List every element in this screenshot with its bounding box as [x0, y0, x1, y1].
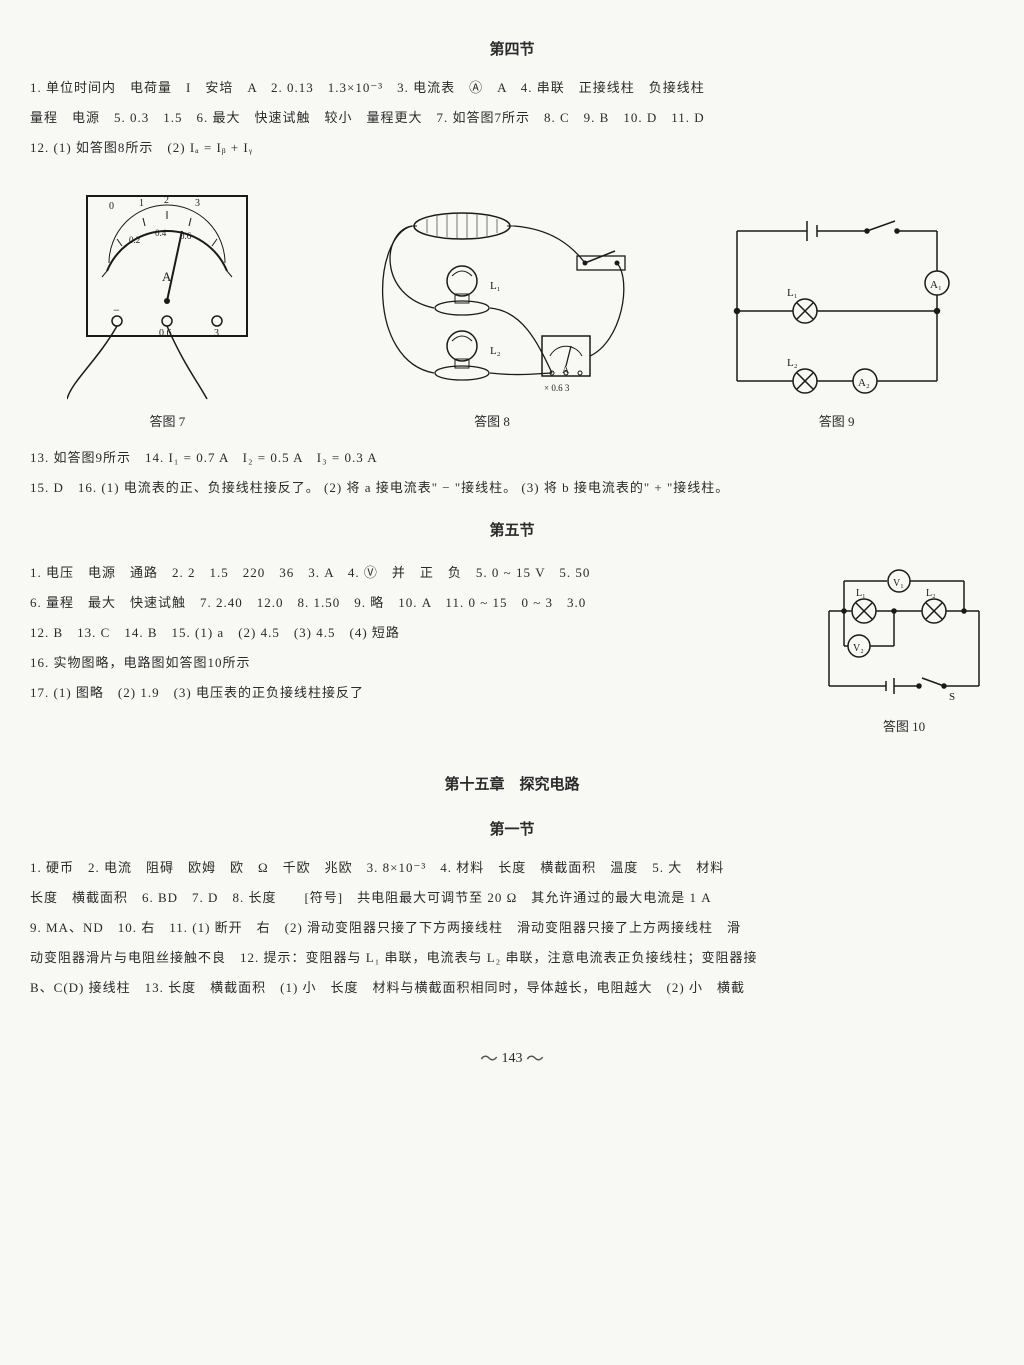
svg-text:0: 0 [109, 201, 114, 212]
answer-line: 动变阻器滑片与电阻丝接触不良 12. 提示：变阻器与 L₁ 串联，电流表与 L₂… [30, 945, 994, 971]
figure-10-box: L₁ L₂ S [814, 566, 994, 740]
svg-text:S: S [949, 691, 955, 703]
section-4-text: 1. 单位时间内 电荷量 I 安培 A 2. 0.13 1.3×10⁻³ 3. … [30, 75, 994, 161]
answer-line: 1. 单位时间内 电荷量 I 安培 A 2. 0.13 1.3×10⁻³ 3. … [30, 75, 994, 101]
answer-line: 13. 如答图9所示 14. I₁ = 0.7 A I₂ = 0.5 A I₃ … [30, 445, 994, 471]
svg-text:A: A [162, 269, 172, 284]
figure-9-box: A₁ A₂ L₂ L₁ [717, 211, 957, 435]
figure-7-caption: 答图 7 [149, 409, 185, 435]
section-4-title: 第四节 [30, 35, 994, 65]
chapter-15-text: 1. 硬币 2. 电流 阻碍 欧姆 欧 Ω 千欧 兆欧 3. 8×10⁻³ 4.… [30, 855, 994, 1001]
answer-line: 9. MA、ND 10. 右 11. (1) 断开 右 (2) 滑动变阻器只接了… [30, 915, 994, 941]
chapter-15-title: 第十五章 探究电路 [30, 770, 994, 800]
answer-line: 1. 硬币 2. 电流 阻碍 欧姆 欧 Ω 千欧 兆欧 3. 8×10⁻³ 4.… [30, 855, 994, 881]
figure-8-circuit-svg: L₁ L₂ A × 0.6 3 [342, 201, 642, 401]
figure-8-box: L₁ L₂ A × 0.6 3 答图 8 [342, 201, 642, 435]
section-5-container: 1. 电压 电源 通路 2. 2 1.5 220 36 3. A 4. Ⓥ 并 … [30, 556, 994, 740]
svg-text:L₁: L₁ [490, 280, 501, 292]
svg-text:L₁: L₁ [787, 287, 798, 299]
section-5-title: 第五节 [30, 516, 994, 546]
section-4-after-figs: 13. 如答图9所示 14. I₁ = 0.7 A I₂ = 0.5 A I₃ … [30, 445, 994, 501]
svg-text:V₂: V₂ [853, 643, 864, 654]
page-number-value: 143 [502, 1051, 523, 1066]
svg-text:0.2: 0.2 [129, 235, 140, 245]
section-5-text: 1. 电压 电源 通路 2. 2 1.5 220 36 3. A 4. Ⓥ 并 … [30, 556, 794, 710]
svg-text:1: 1 [139, 198, 144, 209]
figure-8-caption: 答图 8 [474, 409, 510, 435]
figure-10-circuit-svg: L₁ L₂ S [814, 566, 994, 706]
flourish-left-icon: 〜 [480, 1041, 498, 1077]
flourish-right-icon: 〜 [526, 1041, 544, 1077]
svg-text:A₁: A₁ [930, 279, 942, 291]
svg-text:3: 3 [214, 328, 219, 339]
answer-line: 12. B 13. C 14. B 15. (1) a (2) 4.5 (3) … [30, 620, 794, 646]
answer-line: 长度 横截面积 6. BD 7. D 8. 长度 [符号] 共电阻最大可调节至 … [30, 885, 994, 911]
answer-line: 15. D 16. (1) 电流表的正、负接线柱接反了。 (2) 将 a 接电流… [30, 475, 994, 501]
answer-line: 16. 实物图略，电路图如答图10所示 [30, 650, 794, 676]
svg-text:V₁: V₁ [893, 578, 904, 589]
svg-text:L₂: L₂ [926, 588, 936, 599]
svg-text:L₁: L₁ [856, 588, 866, 599]
svg-text:0.4: 0.4 [155, 228, 167, 238]
answer-line: 量程 电源 5. 0.3 1.5 6. 最大 快速试触 较小 量程更大 7. 如… [30, 105, 994, 131]
svg-text:−: − [113, 303, 120, 317]
figure-9-caption: 答图 9 [819, 409, 855, 435]
figure-row-7-8-9: 0 1 2 3 0.2 0.4 0.6 A − 0.6 3 答图 7 [30, 181, 994, 435]
svg-text:L₂: L₂ [787, 357, 798, 369]
svg-text:× 0.6 3: × 0.6 3 [544, 383, 570, 393]
section-1-title: 第一节 [30, 815, 994, 845]
svg-text:L₂: L₂ [490, 345, 501, 357]
svg-text:2: 2 [164, 195, 169, 206]
figure-10-caption: 答图 10 [883, 714, 925, 740]
answer-line: 1. 电压 电源 通路 2. 2 1.5 220 36 3. A 4. Ⓥ 并 … [30, 560, 794, 586]
page-number: 〜 143 〜 [30, 1041, 994, 1077]
answer-line: 12. (1) 如答图8所示 (2) Iₐ = Iᵦ + Iᵧ [30, 135, 994, 161]
svg-text:3: 3 [195, 198, 200, 209]
answer-line: 6. 量程 最大 快速试触 7. 2.40 12.0 8. 1.50 9. 略 … [30, 590, 794, 616]
answer-line: 17. (1) 图略 (2) 1.9 (3) 电压表的正负接线柱接反了 [30, 680, 794, 706]
svg-text:A₂: A₂ [858, 377, 870, 389]
figure-9-circuit-svg: A₁ A₂ L₂ L₁ [717, 211, 957, 401]
figure-7-box: 0 1 2 3 0.2 0.4 0.6 A − 0.6 3 答图 7 [67, 181, 267, 435]
figure-7-ammeter-svg: 0 1 2 3 0.2 0.4 0.6 A − 0.6 3 [67, 181, 267, 401]
answer-line: B、C(D) 接线柱 13. 长度 横截面积 (1) 小 长度 材料与横截面积相… [30, 975, 994, 1001]
